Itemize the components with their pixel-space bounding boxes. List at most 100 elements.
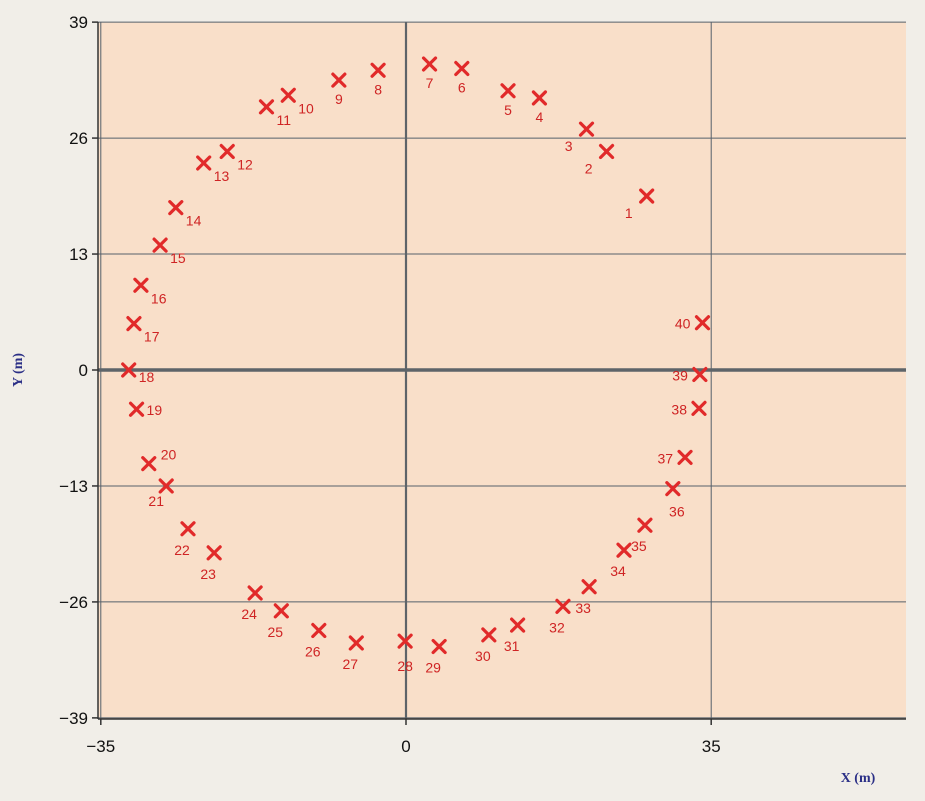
x-marker-stroke <box>421 56 438 72</box>
point-label: 37 <box>657 450 673 466</box>
x-axis-title: X (m) <box>841 771 876 786</box>
x-marker-stroke <box>258 99 275 115</box>
y-tick-label: 0 <box>79 361 88 380</box>
x-marker-stroke <box>331 72 347 88</box>
data-point: 15 <box>152 237 186 266</box>
point-label: 5 <box>504 102 512 118</box>
point-label: 23 <box>200 566 216 582</box>
data-point: 24 <box>241 585 263 622</box>
x-marker-stroke <box>311 622 327 639</box>
x-tick-label: 35 <box>702 737 721 756</box>
point-label: 22 <box>174 542 190 558</box>
point-label: 35 <box>631 538 647 554</box>
x-marker-stroke <box>397 633 413 649</box>
data-point: 12 <box>219 143 253 172</box>
data-point: 26 <box>305 622 327 659</box>
data-point: 9 <box>331 72 347 107</box>
y-axis-title: Y (m) <box>11 353 26 387</box>
x-marker-stroke <box>665 481 681 497</box>
point-label: 7 <box>426 75 434 91</box>
data-point: 25 <box>268 603 289 640</box>
y-tick-label: 39 <box>69 13 88 32</box>
x-marker-stroke <box>121 362 137 378</box>
x-marker-stroke <box>598 143 615 160</box>
x-marker-stroke <box>616 542 632 558</box>
x-marker-stroke <box>158 478 174 494</box>
x-marker-stroke <box>431 638 447 655</box>
x-marker-stroke <box>555 598 571 614</box>
point-label: 40 <box>675 316 691 332</box>
y-tick-label: −13 <box>59 477 88 496</box>
point-label: 20 <box>161 447 177 463</box>
data-point: 16 <box>133 277 167 306</box>
point-label: 1 <box>625 205 633 221</box>
data-point: 13 <box>196 155 229 184</box>
x-marker-stroke <box>692 366 708 383</box>
axes <box>92 21 906 725</box>
x-marker-stroke <box>168 200 184 216</box>
data-point: 2 <box>585 143 615 176</box>
point-label: 28 <box>397 658 413 674</box>
data-point: 32 <box>549 598 571 635</box>
x-marker-stroke <box>348 635 364 651</box>
x-marker-stroke <box>180 521 196 537</box>
point-label: 9 <box>335 91 343 107</box>
data-point: 31 <box>504 617 526 654</box>
data-point: 10 <box>280 87 314 116</box>
x-marker-stroke <box>677 449 693 466</box>
point-label: 24 <box>241 606 257 622</box>
x-marker-stroke <box>219 143 235 160</box>
x-marker-stroke <box>531 90 548 106</box>
data-point: 4 <box>531 90 548 125</box>
point-label: 33 <box>575 600 591 616</box>
data-point: 23 <box>200 545 222 582</box>
y-tick-label: −26 <box>59 593 88 612</box>
point-label: 16 <box>151 290 167 306</box>
point-label: 12 <box>237 156 253 172</box>
point-label: 21 <box>148 493 164 509</box>
data-point: 27 <box>343 635 364 672</box>
point-label: 34 <box>610 563 626 579</box>
x-marker-stroke <box>639 188 655 204</box>
y-tick-label: −39 <box>59 709 88 728</box>
point-label: 25 <box>268 624 284 640</box>
data-point: 35 <box>631 517 653 554</box>
data-point: 33 <box>575 579 597 616</box>
data-point: 19 <box>128 401 163 418</box>
data-point: 20 <box>141 447 177 472</box>
x-marker-stroke <box>370 62 386 78</box>
x-marker-stroke <box>637 517 653 533</box>
x-marker-stroke <box>500 83 516 99</box>
data-point: 3 <box>565 121 595 154</box>
point-label: 31 <box>504 638 520 654</box>
x-marker-stroke <box>481 627 497 643</box>
point-label: 3 <box>565 138 573 154</box>
x-marker-stroke <box>694 315 711 331</box>
point-label: 18 <box>139 369 155 385</box>
point-label: 8 <box>374 81 382 97</box>
data-point: 6 <box>454 60 470 96</box>
data-point: 37 <box>657 449 693 466</box>
grid <box>98 21 906 719</box>
point-label: 29 <box>425 660 441 676</box>
y-tick-label: 26 <box>69 129 88 148</box>
x-marker-stroke <box>126 316 142 332</box>
point-label: 10 <box>298 100 314 116</box>
x-marker-stroke <box>280 87 296 103</box>
data-point: 39 <box>672 366 708 383</box>
point-label: 36 <box>669 504 685 520</box>
data-point: 11 <box>258 99 291 128</box>
data-point: 34 <box>610 542 632 579</box>
point-label: 17 <box>144 329 160 345</box>
x-marker-stroke <box>152 237 168 253</box>
x-marker-stroke <box>510 617 526 633</box>
x-marker-stroke <box>581 579 597 595</box>
point-label: 30 <box>475 648 491 664</box>
x-marker-stroke <box>196 155 212 171</box>
data-point: 38 <box>671 400 707 417</box>
data-point: 1 <box>625 188 655 221</box>
point-label: 19 <box>147 402 163 418</box>
point-label: 2 <box>585 160 593 176</box>
